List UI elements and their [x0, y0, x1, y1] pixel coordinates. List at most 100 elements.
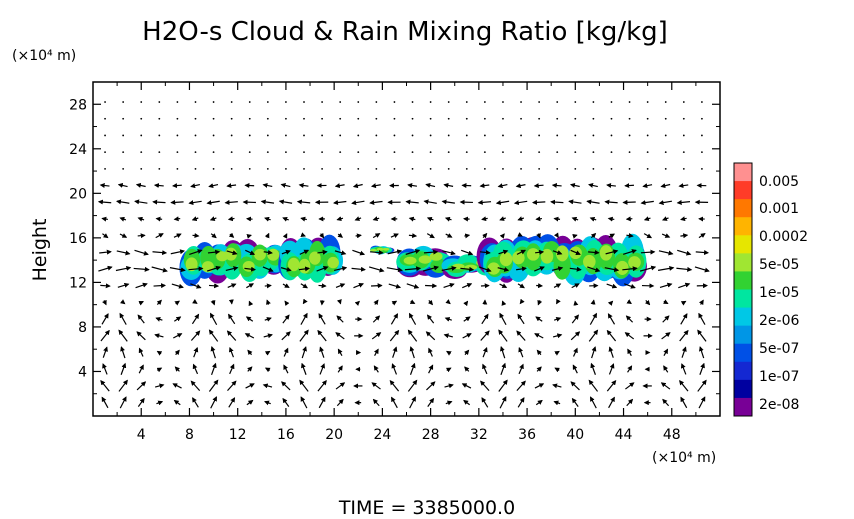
wind-dot	[682, 151, 685, 154]
wind-arrow	[210, 233, 217, 239]
cloud-blob	[628, 256, 641, 269]
wind-dot	[628, 134, 631, 137]
wind-arrow	[208, 283, 220, 289]
wind-arrow	[499, 216, 506, 221]
wind-dot	[628, 151, 631, 154]
wind-arrow	[116, 250, 131, 256]
wind-arrow	[608, 233, 616, 239]
wind-arrow	[283, 347, 289, 357]
wind-arrow	[334, 250, 347, 256]
wind-dot	[701, 117, 703, 120]
wind-dot	[465, 167, 468, 170]
wind-dot	[574, 151, 577, 154]
wind-arrow	[680, 216, 687, 222]
wind-arrow	[589, 312, 597, 325]
wind-arrow	[317, 379, 327, 392]
wind-arrow	[588, 182, 598, 188]
colorbar-label: 0.005	[759, 174, 799, 190]
wind-dot	[646, 151, 649, 154]
wind-arrow	[407, 183, 418, 188]
wind-arrow	[572, 233, 578, 239]
y-tick-label: 24	[69, 142, 87, 158]
wind-arrow	[569, 266, 582, 272]
wind-dot	[158, 151, 161, 154]
wind-dot	[194, 134, 197, 137]
wind-arrow	[391, 300, 398, 306]
wind-arrow	[134, 249, 149, 256]
wind-arrow	[571, 314, 579, 324]
colorbar-swatch	[734, 361, 752, 381]
wind-arrow	[247, 349, 253, 356]
wind-dot	[248, 134, 251, 137]
wind-arrow	[190, 183, 201, 189]
wind-arrow	[588, 379, 599, 392]
wind-arrow	[501, 300, 507, 306]
colorbar-swatch	[734, 307, 752, 327]
wind-arrow	[556, 298, 561, 305]
wind-arrow	[206, 200, 220, 206]
wind-dot	[248, 101, 251, 103]
wind-arrow	[518, 346, 524, 358]
wind-arrow	[428, 347, 433, 357]
wind-dot	[411, 151, 414, 154]
wind-arrow	[591, 346, 597, 359]
wind-arrow	[282, 216, 289, 222]
cloud-blob	[185, 257, 198, 272]
wind-arrow	[301, 362, 307, 375]
cloud-field	[179, 233, 647, 287]
wind-arrow	[643, 233, 653, 239]
wind-arrow	[154, 383, 165, 389]
wind-dot	[592, 167, 595, 170]
wind-arrow	[624, 283, 636, 289]
wind-dot	[393, 151, 396, 154]
wind-arrow	[99, 249, 112, 255]
wind-arrow	[188, 200, 202, 206]
wind-arrow	[625, 315, 634, 323]
wind-arrow	[173, 316, 182, 322]
wind-arrow	[444, 383, 454, 389]
colorbar-swatch	[734, 397, 752, 417]
cloud-blob	[242, 260, 255, 272]
wind-dot	[158, 134, 161, 137]
wind-arrow	[247, 366, 253, 372]
wind-arrow	[101, 313, 109, 325]
wind-arrow	[169, 267, 186, 273]
wind-arrow	[445, 299, 451, 305]
wind-arrow	[102, 299, 107, 306]
x-tick-label: 40	[566, 427, 584, 443]
wind-arrow	[101, 216, 108, 222]
wind-arrow	[224, 199, 238, 205]
wind-dot	[194, 151, 197, 154]
wind-dot	[465, 134, 468, 137]
wind-arrow	[663, 348, 669, 356]
wind-arrow	[115, 265, 132, 272]
wind-dot	[140, 101, 143, 103]
wind-arrow	[571, 216, 579, 222]
colorbar-swatch	[734, 217, 752, 236]
wind-arrow	[371, 283, 383, 289]
colorbar-swatch	[734, 343, 752, 363]
wind-dot	[248, 151, 251, 154]
wind-arrow	[263, 333, 273, 339]
wind-arrow	[138, 301, 145, 306]
colorbar-swatch	[734, 199, 752, 218]
colorbar-label: 0.001	[759, 201, 799, 217]
wind-arrow	[536, 366, 542, 372]
wind-dot	[194, 167, 197, 170]
wind-arrow	[336, 315, 344, 323]
wind-dot	[339, 151, 342, 154]
wind-arrow	[443, 182, 454, 188]
wind-dot	[701, 167, 703, 170]
wind-arrow	[606, 183, 616, 188]
wind-arrow	[190, 330, 201, 341]
wind-arrow	[499, 312, 507, 326]
wind-arrow	[694, 266, 710, 273]
wind-arrow	[552, 250, 563, 255]
wind-arrow	[300, 283, 309, 289]
x-tick-label: 20	[325, 427, 343, 443]
wind-arrow	[226, 183, 237, 189]
wind-arrow	[698, 299, 704, 306]
wind-arrow	[190, 283, 202, 289]
wind-arrow	[264, 400, 271, 406]
wind-arrow	[662, 315, 670, 323]
